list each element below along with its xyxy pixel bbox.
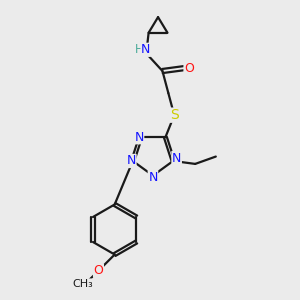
- Text: N: N: [141, 43, 150, 56]
- Text: N: N: [134, 131, 144, 144]
- Text: O: O: [94, 264, 103, 277]
- Text: N: N: [148, 171, 158, 184]
- Text: O: O: [184, 61, 194, 75]
- Text: CH₃: CH₃: [72, 279, 93, 289]
- Text: N: N: [127, 154, 136, 167]
- Text: H: H: [134, 43, 143, 56]
- Text: S: S: [170, 108, 178, 122]
- Text: N: N: [172, 152, 181, 164]
